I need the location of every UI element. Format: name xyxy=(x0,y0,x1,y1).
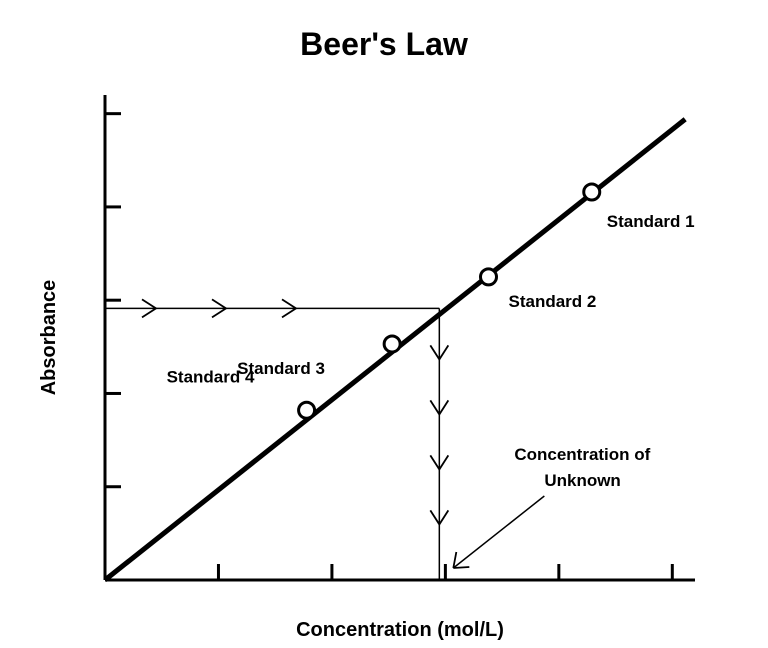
data-point xyxy=(299,402,315,418)
beers-law-chart: Beer's Law Concentration (mol/L) Absorbanc… xyxy=(0,0,768,648)
point-label: Standard 1 xyxy=(607,212,695,231)
x-axis-label: Concentration (mol/L) xyxy=(296,619,504,641)
data-point xyxy=(584,184,600,200)
point-label: Standard 2 xyxy=(509,292,597,311)
chart-title: Beer's Law xyxy=(300,26,468,62)
data-point xyxy=(384,336,400,352)
unknown-label: Concentration of xyxy=(514,445,650,464)
unknown-label-2: Unknown xyxy=(544,471,621,490)
data-point xyxy=(481,269,497,285)
y-axis-label: Absorbance xyxy=(38,280,60,396)
point-label: Standard 3 xyxy=(237,359,325,378)
